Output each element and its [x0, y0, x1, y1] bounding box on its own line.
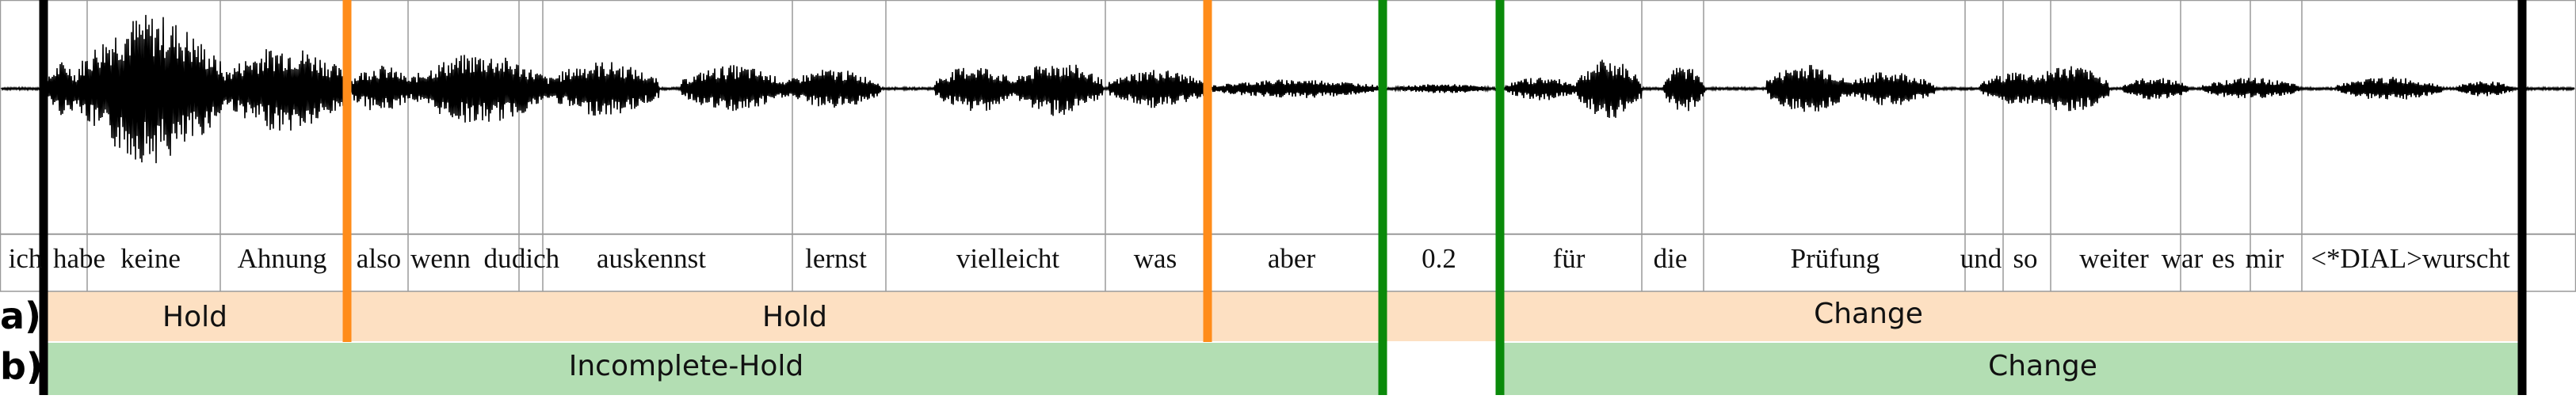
word-label: mir — [2245, 243, 2284, 274]
word-label: Prüfung — [1790, 243, 1880, 274]
word-label: du — [483, 243, 512, 274]
word-label: ich — [8, 243, 43, 274]
row-b-segment-3: Change — [1988, 350, 2097, 382]
word-label: und — [1960, 243, 2002, 274]
row-b-fill-left — [44, 342, 1383, 395]
row-a-segment-2: Hold — [762, 301, 827, 333]
word-label: für — [1552, 243, 1586, 274]
word-label: dich — [511, 243, 560, 274]
row-b-fill-right — [1500, 342, 2522, 395]
word-label: also — [356, 243, 402, 274]
row-a-label: a) — [0, 294, 42, 337]
word-label: 0.2 — [1422, 243, 1456, 274]
word-label: keine — [120, 243, 181, 274]
word-label: <*DIAL>wurscht — [2311, 243, 2510, 274]
word-label: was — [1133, 243, 1177, 274]
word-label: vielleicht — [956, 243, 1060, 274]
waveform-trace — [1, 14, 2575, 164]
row-b-segment-1: Incomplete-Hold — [568, 350, 804, 382]
word-label: Ahnung — [237, 243, 327, 274]
row-b-label: b) — [0, 345, 43, 388]
word-label: so — [2013, 243, 2038, 274]
word-label: die — [1653, 243, 1688, 274]
word-label: weiter — [2079, 243, 2149, 274]
word-label: auskennst — [596, 243, 707, 274]
word-label: aber — [1267, 243, 1316, 274]
waveform — [1, 14, 2575, 164]
row-a-segment-3: Change — [1814, 298, 1923, 330]
word-label: es — [2212, 243, 2235, 274]
waveform-frame — [0, 0, 2576, 235]
row-a-segment-1: Hold — [162, 301, 227, 333]
word-label: war — [2161, 243, 2204, 274]
word-label: wenn — [410, 243, 471, 274]
row-a-fill — [44, 291, 2522, 342]
word-boundaries — [43, 0, 2523, 291]
word-label: habe — [52, 243, 106, 274]
word-label: lernst — [805, 243, 867, 274]
